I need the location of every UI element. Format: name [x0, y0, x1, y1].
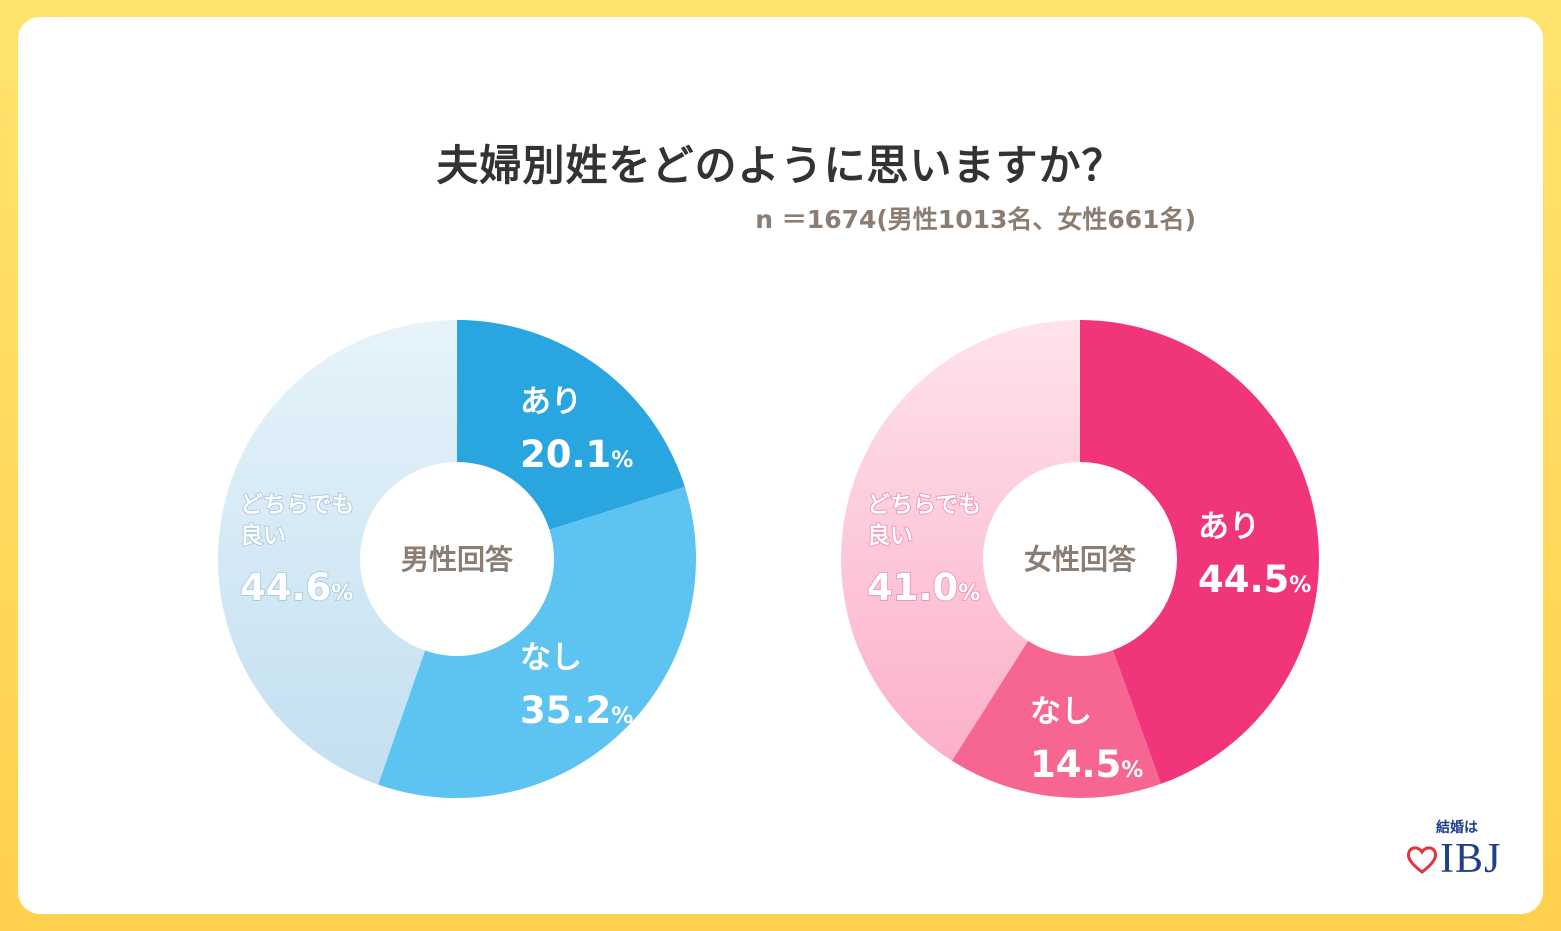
chart-title: 夫婦別姓をどのように思いますか？ [436, 141, 1125, 190]
heart-icon [1406, 846, 1438, 874]
slice-category-label: あり [520, 384, 582, 420]
slice-category-label: どちらでも [867, 492, 981, 518]
sample-size-note: n ＝1674(男性1013名、女性661名) [755, 205, 1196, 234]
logo-tagline: 結婚は [1436, 820, 1478, 836]
donut-slice-2 [378, 486, 696, 798]
slice-category-label: どちらでも [240, 492, 354, 518]
donut-center-label: 女性回答 [1024, 543, 1137, 576]
slice-value-label: 41.0% [867, 566, 980, 609]
slice-category-label: 良い [867, 522, 913, 549]
ibj-logo: 結婚は IBJ [1400, 815, 1530, 895]
donut-slice-2 [951, 640, 1161, 798]
donut-slice-3 [840, 320, 1080, 761]
donut-slice-1 [457, 320, 685, 530]
donut-slice-3 [218, 320, 457, 785]
donut-slice-1 [1080, 320, 1319, 784]
logo-wordmark: IBJ [1440, 836, 1502, 882]
slice-category-label: なし [1030, 694, 1092, 730]
slice-category-label: なし [520, 640, 582, 676]
slice-category-label: 良い [240, 522, 286, 549]
slice-category-label: あり [1198, 509, 1260, 545]
donut-center-label: 男性回答 [401, 543, 514, 576]
